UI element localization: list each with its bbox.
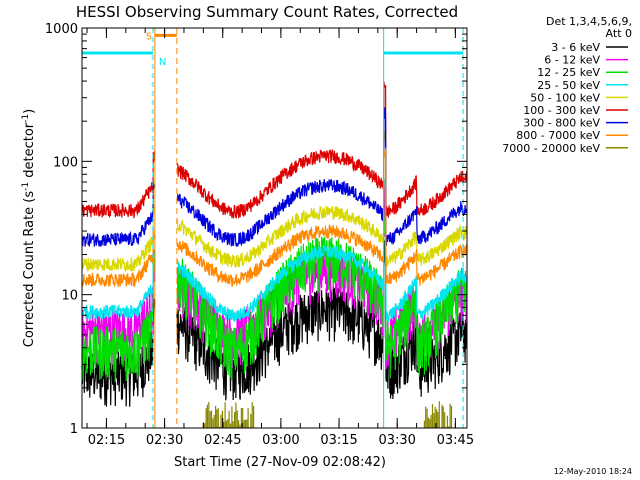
y-axis-label-mid: detector <box>22 122 37 182</box>
legend-label-2: 12 - 25 keV <box>537 66 600 79</box>
x-tick-label-3: 03:00 <box>262 433 299 448</box>
series-layer <box>81 81 468 428</box>
x-axis-label: Start Time (27-Nov-09 02:08:42) <box>174 455 386 470</box>
series-bursts-0 <box>202 401 255 428</box>
x-tick-label-4: 03:15 <box>320 433 357 448</box>
plot-frame <box>81 27 468 429</box>
y-axis-label: Corrected Count Rate (s-1 detector-1) <box>21 109 37 347</box>
y-axis-label-sup1: -1 <box>21 182 31 191</box>
saa-flag-label: S <box>146 31 152 42</box>
series-line-5 <box>81 81 468 219</box>
legend-label-0: 3 - 6 keV <box>551 41 600 54</box>
x-tick-label-6: 03:45 <box>437 433 474 448</box>
x-tick-label-1: 02:30 <box>146 433 183 448</box>
x-tick-label-0: 02:15 <box>88 433 125 448</box>
y-tick-label-3: 1000 <box>45 22 78 37</box>
legend-label-5: 100 - 300 keV <box>523 104 600 117</box>
series-line-4 <box>81 130 468 273</box>
legend-label-6: 300 - 800 keV <box>523 117 600 130</box>
y-tick-label-0: 1 <box>70 422 78 437</box>
y-ticks: 1 10 100 1000 <box>45 22 467 437</box>
series-bursts-1 <box>423 401 453 428</box>
x-ticks: 02:15 02:30 02:45 03:00 03:15 03:30 03:45 <box>86 28 474 448</box>
series-line-7 <box>81 147 468 287</box>
series-line-6 <box>81 106 468 247</box>
legend-label-3: 25 - 50 keV <box>537 79 600 92</box>
y-tick-label-2: 100 <box>53 155 78 170</box>
legend-header-2: Att 0 <box>606 27 632 40</box>
legend-label-7: 800 - 7000 keV <box>516 129 600 142</box>
legend-header-1: Det 1,3,4,5,6,9, <box>546 15 632 28</box>
x-tick-label-5: 03:30 <box>378 433 415 448</box>
y-axis-label-sup2: -1 <box>21 114 31 123</box>
y-axis-label-end: ) <box>22 109 37 114</box>
y-tick-label-1: 10 <box>61 289 78 304</box>
night-flag-label: N <box>159 57 166 68</box>
series-line-2 <box>81 211 468 383</box>
legend-label-8: 7000 - 20000 keV <box>502 142 600 155</box>
series-line-3 <box>81 179 468 323</box>
timestamp: 12-May-2010 18:24 <box>554 467 632 476</box>
legend-label-1: 6 - 12 keV <box>544 54 600 67</box>
legend-label-4: 50 - 100 keV <box>530 91 600 104</box>
y-axis-label-main: Corrected Count Rate (s <box>22 191 37 348</box>
chart-title: HESSI Observing Summary Count Rates, Cor… <box>76 3 458 21</box>
x-tick-label-2: 02:45 <box>204 433 241 448</box>
